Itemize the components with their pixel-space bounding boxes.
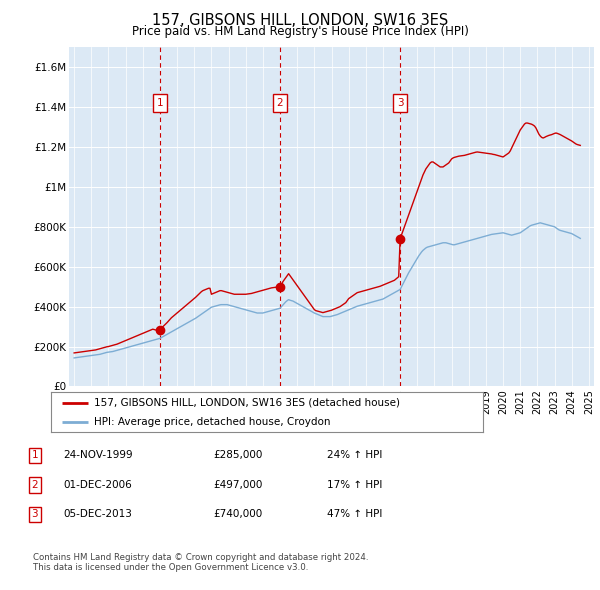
Text: 05-DEC-2013: 05-DEC-2013 [63, 510, 132, 519]
Text: £497,000: £497,000 [213, 480, 262, 490]
Text: 3: 3 [397, 98, 403, 108]
Text: 2: 2 [277, 98, 283, 108]
Text: Price paid vs. HM Land Registry's House Price Index (HPI): Price paid vs. HM Land Registry's House … [131, 25, 469, 38]
Text: 17% ↑ HPI: 17% ↑ HPI [327, 480, 382, 490]
Text: 24% ↑ HPI: 24% ↑ HPI [327, 451, 382, 460]
Text: £740,000: £740,000 [213, 510, 262, 519]
Text: HPI: Average price, detached house, Croydon: HPI: Average price, detached house, Croy… [94, 417, 331, 427]
Text: 1: 1 [31, 451, 38, 460]
Text: £285,000: £285,000 [213, 451, 262, 460]
Text: 1: 1 [157, 98, 163, 108]
Text: 157, GIBSONS HILL, LONDON, SW16 3ES: 157, GIBSONS HILL, LONDON, SW16 3ES [152, 13, 448, 28]
Text: 24-NOV-1999: 24-NOV-1999 [63, 451, 133, 460]
Text: 01-DEC-2006: 01-DEC-2006 [63, 480, 132, 490]
Text: 3: 3 [31, 510, 38, 519]
Text: 47% ↑ HPI: 47% ↑ HPI [327, 510, 382, 519]
Text: This data is licensed under the Open Government Licence v3.0.: This data is licensed under the Open Gov… [33, 563, 308, 572]
Text: Contains HM Land Registry data © Crown copyright and database right 2024.: Contains HM Land Registry data © Crown c… [33, 553, 368, 562]
Text: 2: 2 [31, 480, 38, 490]
Text: 157, GIBSONS HILL, LONDON, SW16 3ES (detached house): 157, GIBSONS HILL, LONDON, SW16 3ES (det… [94, 398, 400, 408]
